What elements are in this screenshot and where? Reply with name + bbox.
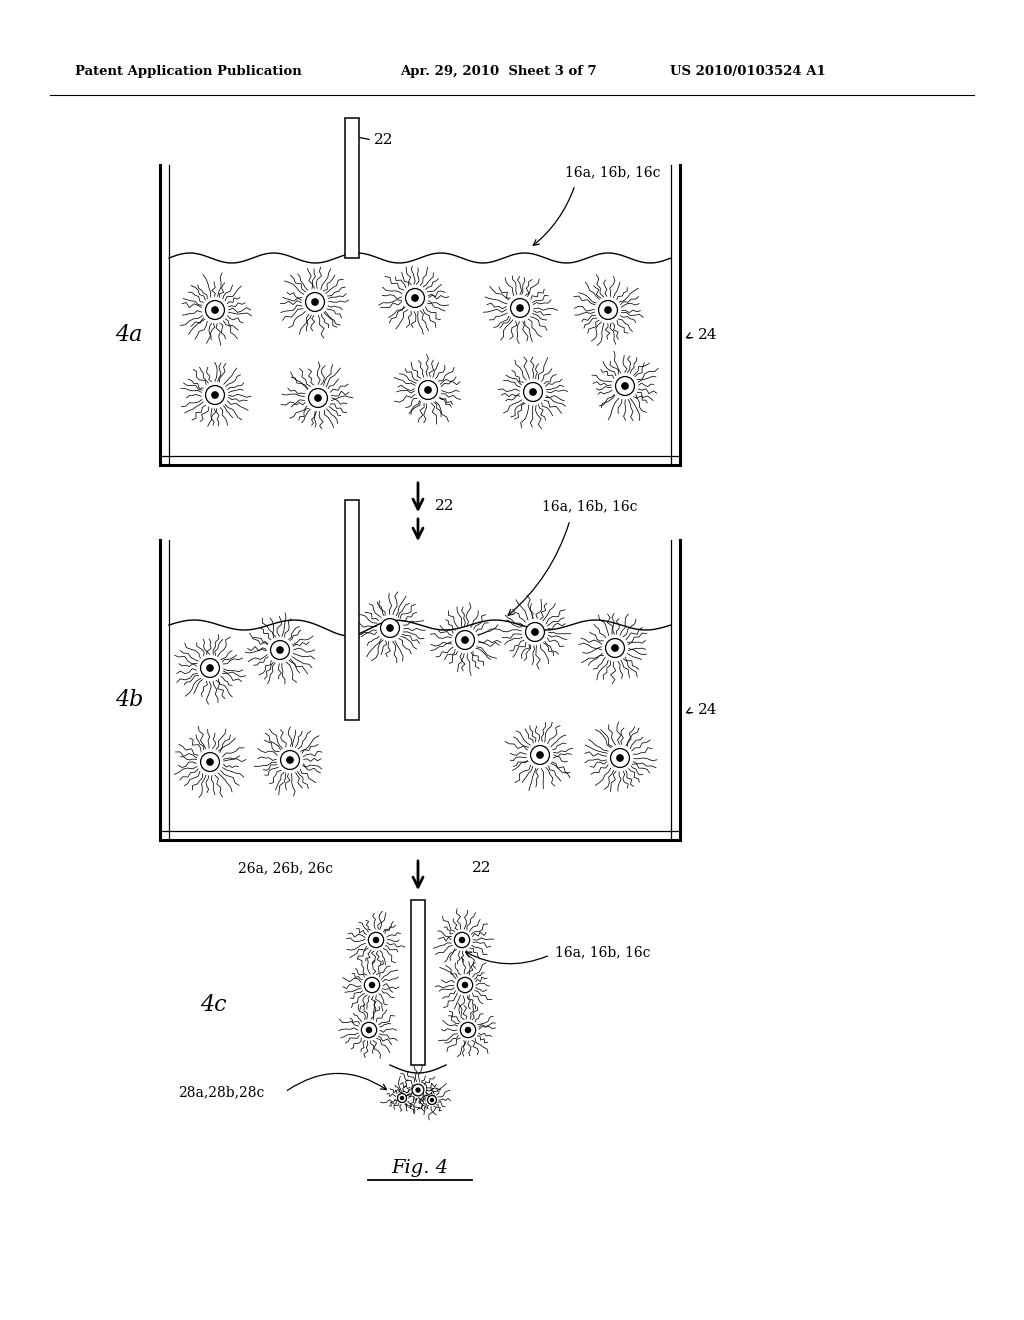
Circle shape — [206, 301, 224, 319]
Circle shape — [460, 937, 465, 942]
Circle shape — [207, 759, 213, 766]
Circle shape — [529, 389, 537, 395]
Circle shape — [419, 380, 437, 400]
Text: 22: 22 — [472, 861, 492, 875]
Circle shape — [622, 383, 628, 389]
Text: 28a,28b,28c: 28a,28b,28c — [178, 1085, 264, 1100]
Circle shape — [525, 623, 545, 642]
Circle shape — [361, 1023, 377, 1038]
Circle shape — [458, 977, 473, 993]
Circle shape — [305, 293, 325, 312]
Circle shape — [314, 395, 322, 401]
Circle shape — [381, 619, 399, 638]
Circle shape — [511, 298, 529, 317]
Circle shape — [367, 1027, 372, 1032]
Text: 16a, 16b, 16c: 16a, 16b, 16c — [555, 945, 650, 960]
Circle shape — [201, 752, 219, 771]
Circle shape — [455, 932, 470, 948]
Circle shape — [531, 628, 539, 635]
Circle shape — [456, 631, 474, 649]
Circle shape — [462, 636, 468, 643]
Circle shape — [416, 1088, 420, 1092]
Circle shape — [287, 756, 293, 763]
Text: 4b: 4b — [115, 689, 143, 711]
Circle shape — [610, 748, 630, 767]
Circle shape — [616, 755, 624, 762]
Text: 24: 24 — [698, 704, 718, 717]
Circle shape — [400, 1097, 403, 1100]
Circle shape — [270, 640, 290, 660]
Circle shape — [466, 1027, 471, 1032]
Circle shape — [412, 294, 418, 301]
Circle shape — [397, 1093, 407, 1102]
Circle shape — [605, 306, 611, 313]
Circle shape — [212, 392, 218, 399]
Text: 22: 22 — [435, 499, 455, 513]
Circle shape — [523, 383, 543, 401]
Circle shape — [276, 647, 284, 653]
Circle shape — [605, 639, 625, 657]
Circle shape — [370, 982, 375, 987]
Circle shape — [615, 376, 635, 396]
Text: 16a, 16b, 16c: 16a, 16b, 16c — [565, 165, 660, 180]
Circle shape — [365, 977, 380, 993]
Circle shape — [425, 387, 431, 393]
Text: 24: 24 — [698, 327, 718, 342]
Circle shape — [463, 982, 468, 987]
Text: Fig. 4: Fig. 4 — [391, 1159, 449, 1177]
Text: 16a, 16b, 16c: 16a, 16b, 16c — [542, 499, 638, 513]
Circle shape — [461, 1023, 476, 1038]
Circle shape — [212, 306, 218, 313]
Circle shape — [412, 1084, 424, 1096]
Text: 4c: 4c — [200, 994, 226, 1016]
Circle shape — [281, 751, 299, 770]
Circle shape — [427, 1096, 436, 1105]
Circle shape — [530, 746, 550, 764]
Bar — [345, 117, 359, 257]
Circle shape — [374, 937, 379, 942]
Circle shape — [369, 932, 384, 948]
Circle shape — [201, 659, 219, 677]
Circle shape — [308, 388, 328, 408]
Circle shape — [387, 624, 393, 631]
Bar — [411, 900, 425, 1065]
Bar — [345, 500, 359, 719]
Text: 22: 22 — [374, 133, 393, 147]
Circle shape — [207, 665, 213, 671]
Circle shape — [312, 298, 318, 305]
Text: 4a: 4a — [115, 323, 142, 346]
Text: Patent Application Publication: Patent Application Publication — [75, 66, 302, 78]
Text: Apr. 29, 2010  Sheet 3 of 7: Apr. 29, 2010 Sheet 3 of 7 — [400, 66, 597, 78]
Circle shape — [406, 289, 425, 308]
Circle shape — [430, 1098, 433, 1101]
Text: US 2010/0103524 A1: US 2010/0103524 A1 — [670, 66, 825, 78]
Circle shape — [599, 301, 617, 319]
Circle shape — [206, 385, 224, 404]
Circle shape — [537, 752, 543, 758]
Circle shape — [612, 645, 618, 651]
Text: 26a, 26b, 26c: 26a, 26b, 26c — [238, 861, 333, 875]
Circle shape — [517, 305, 523, 312]
